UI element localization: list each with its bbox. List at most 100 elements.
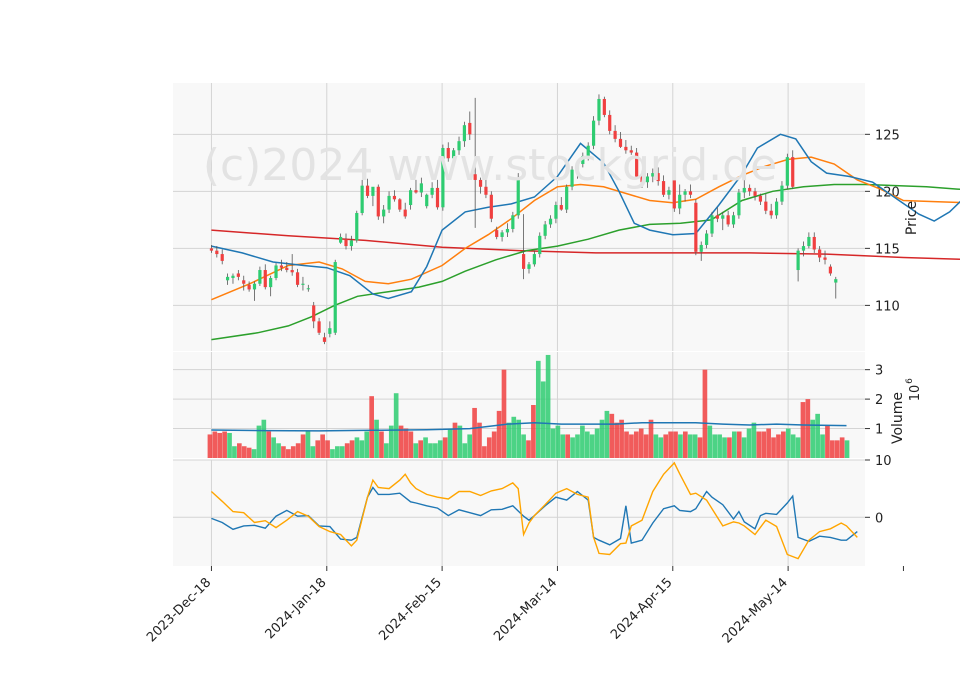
volume-bar: [584, 431, 590, 458]
volume-bar: [540, 381, 546, 458]
candle-down: [818, 249, 822, 258]
candle-up: [807, 236, 811, 247]
volume-bar: [673, 431, 678, 458]
volume-bar: [207, 434, 213, 458]
volume-bar: [237, 443, 242, 458]
volume-bar: [629, 434, 634, 458]
candle-up: [774, 201, 779, 216]
volume-bar: [369, 396, 374, 458]
volume-bar: [310, 446, 316, 458]
volume-bar: [815, 413, 820, 458]
volume-bar: [246, 447, 252, 458]
volume-bar: [800, 402, 806, 458]
volume-bar: [682, 431, 688, 458]
volume-bar: [388, 425, 394, 458]
candle-up: [667, 190, 671, 195]
candle-down: [215, 250, 219, 255]
candle-down: [312, 305, 316, 322]
candle-up: [430, 187, 434, 195]
volume-bar: [482, 446, 487, 458]
candle-down: [263, 270, 267, 288]
volume-bar: [330, 449, 335, 458]
candle-down: [403, 209, 407, 217]
candle-down: [489, 194, 493, 219]
volume-bar: [678, 434, 683, 458]
x-tick-label: 2024-Mar-14: [491, 575, 560, 644]
volume-ytick-label: 3: [875, 364, 883, 379]
candle-up: [306, 288, 310, 290]
candle-down: [688, 191, 693, 195]
candle-up: [225, 276, 230, 281]
candle-down: [769, 210, 773, 216]
oscillator-line-2: [210, 461, 858, 560]
volume-bar: [437, 440, 443, 458]
volume-bar: [717, 434, 722, 458]
candle-up: [527, 264, 531, 269]
volume-bar: [511, 416, 517, 458]
x-tick-label: 2024-Apr-15: [608, 575, 675, 642]
candle-up: [570, 169, 574, 187]
volume-bar: [300, 434, 306, 458]
candle-down: [478, 179, 483, 187]
volume-bar: [658, 437, 664, 458]
candle-up: [462, 125, 467, 142]
volume-bar: [339, 446, 345, 458]
volume-bar: [785, 428, 791, 458]
candle-down: [613, 130, 617, 139]
volume-bar: [496, 410, 502, 458]
volume-bar: [276, 443, 281, 458]
candle-up: [274, 265, 278, 279]
volume-bar: [697, 437, 703, 458]
volume-bar: [638, 428, 644, 458]
volume-bar: [687, 434, 693, 458]
price-background: [173, 83, 865, 351]
volume-bar: [565, 434, 571, 458]
volume-bar: [619, 419, 624, 458]
candle-down: [398, 199, 402, 210]
candle-up: [452, 150, 456, 159]
volume-bar: [781, 431, 786, 458]
volume-bar: [795, 437, 801, 458]
candle-down: [220, 254, 224, 261]
candle-up: [349, 240, 353, 247]
volume-bar: [643, 434, 649, 458]
candle-down: [602, 98, 606, 115]
candle-down: [812, 236, 816, 250]
volume-bar: [359, 440, 365, 458]
volume-bar: [241, 446, 247, 458]
volume-bar: [227, 432, 232, 458]
candle-up: [834, 279, 838, 283]
candle-down: [236, 273, 240, 277]
x-tick-label: 2024-Jan-18: [263, 575, 330, 642]
volume-bar: [222, 431, 227, 458]
candle-down: [608, 114, 612, 131]
volume-bar: [761, 431, 767, 458]
candle-up: [737, 192, 741, 216]
volume-bar: [452, 422, 458, 458]
candle-up: [538, 235, 542, 255]
candle-down: [435, 187, 440, 208]
volume-bar: [290, 446, 296, 458]
volume-multiplier-base: 10: [908, 385, 923, 402]
watermark: (c)2024 www.stockgrid.de: [203, 140, 777, 191]
oscillator-background: [173, 460, 865, 566]
candle-up: [505, 228, 510, 233]
candle-up: [548, 218, 553, 225]
volume-bar: [295, 443, 301, 458]
candle-up: [565, 186, 569, 210]
volume-bar: [521, 434, 526, 458]
volume-bar: [256, 425, 262, 458]
volume-bar: [486, 437, 492, 458]
volume-bar: [467, 434, 473, 458]
price-ytick-label: 125: [875, 128, 900, 143]
volume-bar: [790, 434, 796, 458]
volume-bar: [232, 446, 237, 458]
candle-up: [441, 148, 445, 208]
volume-bar: [555, 425, 561, 458]
volume-bar: [771, 437, 776, 458]
volume-bar: [589, 434, 595, 458]
candle-down: [828, 266, 832, 274]
candle-up: [371, 186, 375, 196]
volume-bar: [668, 431, 673, 458]
volume-panel: 1 2 3: [173, 352, 883, 458]
